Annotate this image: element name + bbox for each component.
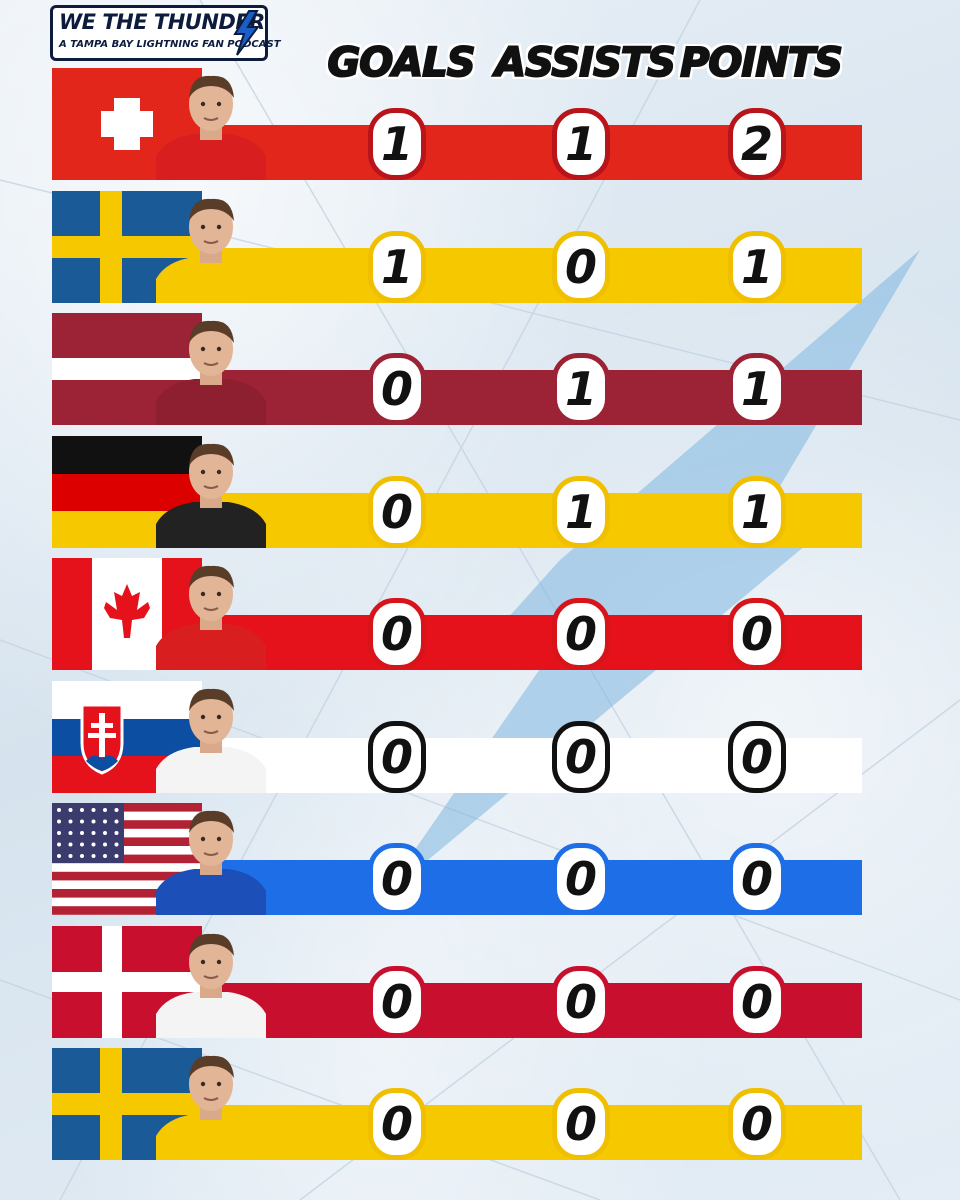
- stat-assists: 1: [552, 108, 610, 180]
- player-row: 0 0 0: [52, 680, 862, 793]
- stat-points: 0: [728, 1088, 786, 1160]
- player-photo: [156, 68, 266, 180]
- player-row: 1 1 2: [52, 68, 862, 180]
- stat-assists: 0: [552, 965, 610, 1038]
- header-points: POINTS: [679, 39, 844, 87]
- stat-points: 0: [728, 843, 786, 915]
- stat-goals: 0: [368, 475, 426, 548]
- player-row: 0 0 0: [52, 925, 862, 1038]
- stat-goals: 0: [368, 353, 426, 425]
- lightning-bolt-icon: [233, 10, 260, 56]
- player-photo: [156, 681, 266, 793]
- player-row: 0 0 0: [52, 803, 862, 915]
- header-assists: ASSISTS: [494, 39, 677, 87]
- stat-goals: 0: [368, 965, 426, 1038]
- stat-goals: 0: [368, 1088, 426, 1160]
- stat-points: 0: [728, 598, 786, 670]
- logo-subtitle: A TAMPA BAY LIGHTNING FAN PODCAST: [59, 39, 281, 50]
- sweden-flag-icon: [52, 1048, 202, 1160]
- player-row: 0 0 0: [52, 558, 862, 670]
- player-photo: [156, 313, 266, 425]
- stat-goals: 0: [368, 843, 426, 915]
- stat-assists: 0: [552, 230, 610, 303]
- stat-points: 2: [728, 108, 786, 180]
- stat-assists: 0: [552, 1088, 610, 1160]
- player-row: 0 1 1: [52, 435, 862, 548]
- stat-assists: 0: [552, 843, 610, 915]
- stat-assists: 0: [552, 598, 610, 670]
- player-photo: [156, 191, 266, 303]
- player-photo: [156, 926, 266, 1038]
- player-row: 1 0 1: [52, 190, 862, 303]
- podcast-logo: WE THE THUNDER A TAMPA BAY LIGHTNING FAN…: [50, 5, 281, 61]
- player-photo: [156, 558, 266, 670]
- stat-goals: 1: [368, 230, 426, 303]
- stat-points: 0: [728, 720, 786, 793]
- player-photo: [156, 436, 266, 548]
- player-row: 0 1 1: [52, 313, 862, 425]
- stat-points: 1: [728, 353, 786, 425]
- stat-assists: 0: [552, 720, 610, 793]
- stat-goals: 0: [368, 598, 426, 670]
- stat-points: 1: [728, 475, 786, 548]
- stat-goals: 1: [368, 108, 426, 180]
- player-photo: [156, 1048, 266, 1160]
- stat-goals: 0: [368, 720, 426, 793]
- stat-assists: 1: [552, 475, 610, 548]
- stat-points: 1: [728, 230, 786, 303]
- logo-title: WE THE THUNDER: [59, 10, 265, 34]
- stat-assists: 1: [552, 353, 610, 425]
- stat-points: 0: [728, 965, 786, 1038]
- header-goals: GOALS: [326, 39, 476, 87]
- player-row: 0 0 0: [52, 1048, 862, 1160]
- player-photo: [156, 803, 266, 915]
